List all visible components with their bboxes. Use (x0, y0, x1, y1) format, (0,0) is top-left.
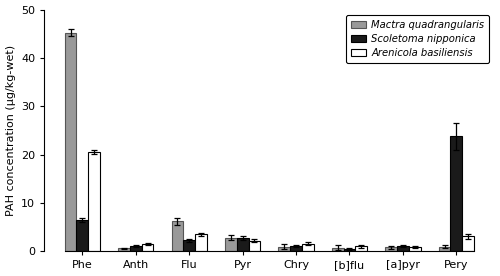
Bar (184, 240, 195, 251)
Bar (397, 246, 409, 251)
Bar (462, 237, 474, 251)
Bar (302, 244, 314, 251)
Bar (88, 152, 100, 251)
Bar (344, 249, 355, 251)
Bar (386, 247, 397, 251)
Bar (76, 220, 88, 251)
Bar (142, 244, 154, 251)
Bar (172, 221, 183, 251)
Bar (237, 238, 248, 251)
Bar (278, 246, 290, 251)
Bar (225, 238, 237, 251)
Bar (356, 246, 367, 251)
Bar (409, 246, 420, 251)
Bar (64, 33, 76, 251)
Legend: Mactra quadrangularis, Scoletoma nipponica, Arenicola basiliensis: Mactra quadrangularis, Scoletoma nipponi… (346, 15, 490, 63)
Bar (438, 246, 450, 251)
Y-axis label: PAH concentration (μg/kg-wet): PAH concentration (μg/kg-wet) (6, 45, 16, 216)
Bar (248, 241, 260, 251)
Bar (290, 246, 302, 251)
Bar (332, 248, 344, 251)
Bar (450, 136, 462, 251)
Bar (118, 248, 130, 251)
Bar (130, 246, 141, 251)
Bar (195, 235, 207, 251)
